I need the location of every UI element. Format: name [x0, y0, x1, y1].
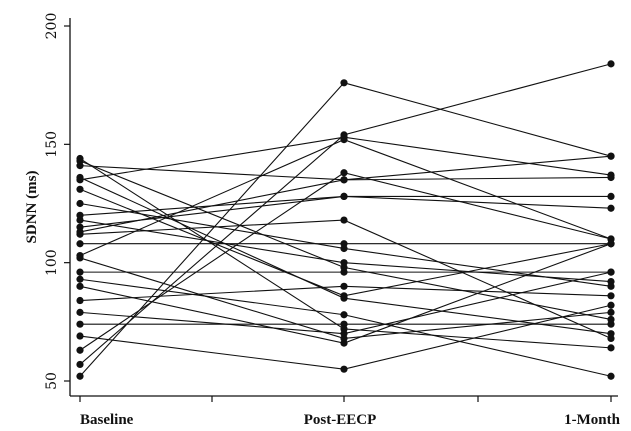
series-line — [79, 158, 612, 349]
data-point — [76, 275, 84, 283]
data-point — [607, 204, 615, 212]
data-point — [76, 199, 84, 208]
data-point — [607, 268, 615, 276]
data-point — [340, 133, 348, 141]
data-point — [607, 282, 615, 290]
data-point — [607, 372, 615, 380]
data-point — [340, 216, 348, 224]
data-point — [607, 315, 615, 324]
series-23 — [76, 162, 615, 184]
data-point — [76, 268, 84, 276]
series-9 — [76, 275, 615, 380]
data-point — [607, 173, 615, 182]
series-19 — [76, 199, 615, 290]
data-point — [340, 263, 348, 271]
data-point — [607, 152, 615, 160]
data-point — [76, 308, 84, 316]
y-tick-label: 150 — [44, 131, 60, 158]
data-point — [607, 308, 615, 316]
y-tick-label: 200 — [44, 13, 60, 40]
series-24 — [76, 157, 615, 324]
series-7 — [76, 282, 615, 305]
data-point — [340, 294, 348, 302]
x-ticks: Baseline Post-EECP 1-Month — [79, 396, 621, 428]
data-point — [76, 346, 84, 354]
data-point — [607, 60, 615, 68]
data-point — [76, 240, 84, 248]
data-point — [76, 154, 84, 163]
data-point — [76, 251, 84, 260]
x-axis: Baseline Post-EECP 1-Month — [70, 395, 621, 428]
x-tick-label: Post-EECP — [304, 412, 377, 428]
data-point — [76, 173, 84, 182]
data-point — [607, 292, 615, 300]
y-axis: 50 100 150 200 SDNN (ms) — [24, 13, 71, 396]
data-point — [607, 301, 615, 309]
y-tick-label: 50 — [44, 372, 60, 390]
data-point — [340, 176, 348, 184]
data-point — [76, 332, 84, 340]
y-ticks: 50 100 150 200 — [44, 13, 70, 390]
data-point — [607, 192, 615, 200]
y-tick-label: 100 — [44, 249, 60, 276]
data-point — [340, 282, 348, 290]
series-22 — [76, 173, 615, 338]
series-4 — [76, 301, 615, 373]
data-point — [340, 334, 348, 342]
data-point — [607, 240, 615, 248]
data-point — [76, 223, 84, 231]
x-tick-label: Baseline — [80, 412, 134, 428]
series-18 — [76, 192, 615, 219]
data-point — [76, 360, 84, 369]
data-point — [76, 282, 84, 290]
series-line — [79, 176, 612, 335]
data-point — [76, 211, 84, 219]
data-point — [340, 169, 348, 177]
data-point — [607, 344, 615, 352]
data-point — [76, 320, 84, 328]
data-point — [340, 192, 348, 200]
x-tick-label: 1-Month — [564, 412, 620, 428]
data-point — [607, 330, 615, 338]
data-point — [340, 244, 348, 253]
data-point — [76, 185, 84, 193]
data-point — [340, 311, 348, 319]
data-point — [340, 325, 348, 333]
plot-area — [76, 60, 615, 380]
data-point — [76, 296, 84, 305]
series-25 — [76, 154, 615, 352]
data-point — [340, 79, 348, 87]
data-point — [340, 365, 348, 373]
y-axis-label: SDNN (ms) — [24, 171, 40, 244]
data-point — [76, 372, 84, 380]
